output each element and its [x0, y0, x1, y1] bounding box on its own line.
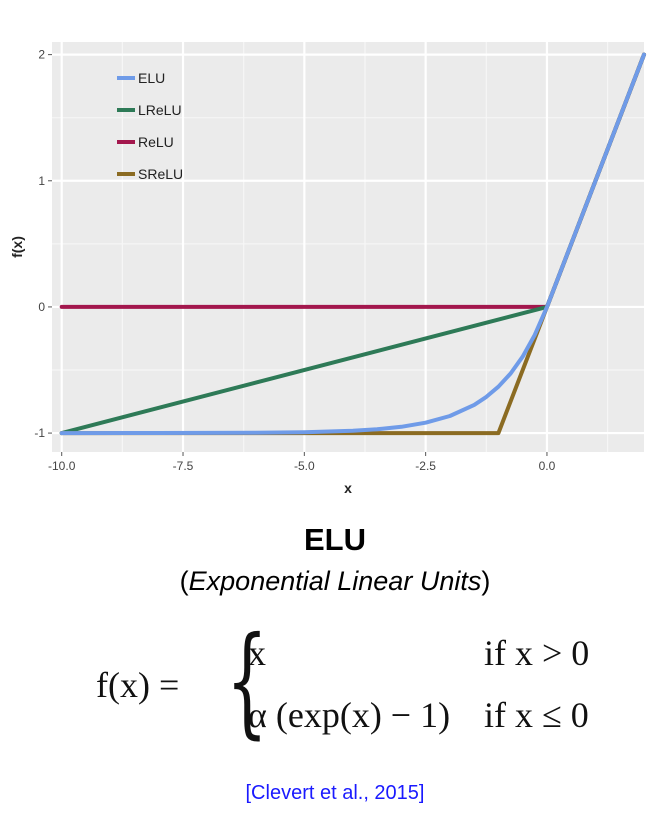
formula-case2-expression: α (exp(x) − 1)	[248, 695, 451, 735]
series-layer	[59, 52, 646, 436]
formula-case1-condition: if x > 0	[484, 633, 590, 673]
elu-chart: -10.0 -7.5 -5.0 -2.5 0.0 -1 0 1 2 ELU LReLU ReLU SR…	[9, 42, 646, 496]
x-tick-label: -7.5	[173, 459, 194, 473]
y-axis-title: f(x)	[9, 236, 25, 258]
caption-title: ELU	[304, 522, 366, 557]
citation: [Clevert et al., 2015]	[245, 782, 425, 804]
x-tick-label: -10.0	[48, 459, 76, 473]
subtitle-close-paren: )	[481, 566, 491, 596]
y-tick-label: 1	[38, 174, 45, 188]
y-tick-label: -1	[34, 426, 45, 440]
y-tick-label: 2	[38, 48, 45, 62]
formula-lhs: f(x) =	[96, 665, 180, 705]
caption-subtitle: (Exponential Linear Units)	[0, 566, 670, 597]
subtitle-text: Exponential Linear Units	[188, 566, 482, 596]
legend-label-elu: ELU	[138, 70, 165, 86]
x-tick-label: -2.5	[415, 459, 436, 473]
formula-case2-condition: if x ≤ 0	[484, 695, 589, 735]
plot-background	[52, 42, 644, 452]
legend-label-srelu: SReLU	[138, 166, 183, 182]
x-axis-title: x	[344, 480, 352, 496]
elu-formula: f(x) = { x if x > 0 α (exp(x) − 1) if x …	[96, 622, 616, 748]
subtitle-open-paren: (	[179, 566, 189, 596]
y-tick-label: 0	[38, 300, 45, 314]
series-line-elu	[59, 52, 646, 436]
x-tick-label: 0.0	[539, 459, 556, 473]
formula-brace: {	[226, 612, 268, 751]
legend: ELU LReLU ReLU SReLU	[117, 70, 183, 182]
tick-layer: -10.0 -7.5 -5.0 -2.5 0.0 -1 0 1 2	[34, 48, 555, 473]
x-tick-label: -5.0	[294, 459, 315, 473]
legend-label-lrelu: LReLU	[138, 102, 182, 118]
formula-case1-expression: x	[248, 633, 266, 673]
legend-label-relu: ReLU	[138, 134, 174, 150]
